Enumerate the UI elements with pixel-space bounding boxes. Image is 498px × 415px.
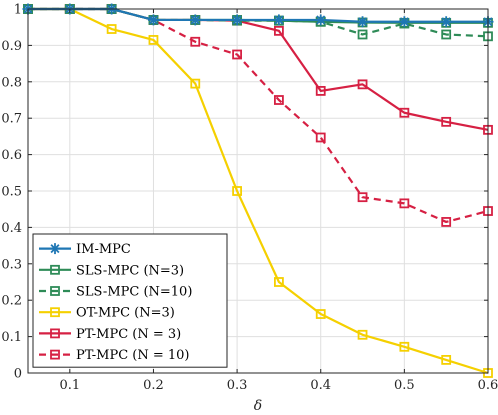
legend-swatch-marker [49,243,61,255]
series-line-ot-mpc-n-3 [28,7,489,375]
data-point-ot-mpc-n-3 [315,309,326,319]
data-point-im-mpc [231,14,243,26]
data-point-ot-mpc-n-3 [441,354,452,365]
legend: IM-MPC SLS-MPC (N=3) SLS-MPC (N=10) OT-MPC … [32,233,228,368]
legend-label: SLS-MPC (N=10) [76,285,192,300]
legend-label: PT-MPC (N = 3) [76,327,181,342]
legend-swatch-marker [50,286,60,296]
data-point-pt-mpc-n-10 [315,132,326,143]
data-point-pt-mpc-n-3 [441,116,452,127]
y-tick-label: 0 [14,367,22,382]
data-point-ot-mpc-n-3 [357,329,368,340]
x-tick-label: 0.2 [143,378,164,393]
data-point-pt-mpc-n-10 [399,198,410,209]
y-tick-label: 0.5 [1,185,22,200]
x-tick-label: 0.6 [478,378,498,393]
data-point-sls-mpc-n-10 [357,29,368,40]
legend-label: SLS-MPC (N=3) [76,263,184,278]
y-tick-label: 0.6 [1,148,22,163]
x-tick-label: 0.5 [394,378,415,393]
axis-ticks: 0.1 0.2 0.3 0.4 0.5 0.6 0 0.1 0.2 0.3 0.4 0.5 0.6 0.7… [1,3,498,394]
y-tick-label: 0.8 [1,75,22,90]
x-tick-label: 0.4 [310,378,331,393]
data-point-pt-mpc-n-10 [232,49,242,60]
data-point-im-mpc [398,16,410,28]
data-point-pt-mpc-n-3 [357,79,368,90]
data-point-ot-mpc-n-3 [190,78,201,89]
data-point-im-mpc [357,16,369,28]
y-tick-label: 0.9 [1,39,22,54]
series-ot-mpc-n-3 [23,4,493,378]
legend-entry-pt-mpc-n-10: PT-MPC (N = 10) [39,348,190,363]
data-point-im-mpc [273,14,285,26]
legend-entry-ot-mpc-n-3: OT-MPC (N=3) [39,306,175,321]
legend-swatch-marker [50,264,60,275]
legend-entry-pt-mpc-n-3: PT-MPC (N = 3) [39,327,181,342]
data-point-pt-mpc-n-3 [399,107,410,118]
legend-swatch-marker [50,328,60,339]
data-point-pt-mpc-n-10 [441,217,452,227]
legend-label: OT-MPC (N=3) [76,306,175,321]
y-tick-label: 0.1 [1,330,22,345]
data-point-pt-mpc-n-3 [274,25,284,36]
legend-swatch-marker [50,349,60,360]
data-point-pt-mpc-n-10 [357,192,368,203]
legend-entry-sls-mpc-n-3: SLS-MPC (N=3) [39,263,184,278]
legend-swatch-marker [50,307,60,318]
legend-label: PT-MPC (N = 10) [76,348,190,363]
x-axis-label: δ [254,398,262,414]
data-point-ot-mpc-n-3 [274,277,284,287]
y-tick-label: 0.7 [1,112,22,127]
legend-label: IM-MPC [76,242,131,257]
data-point-im-mpc [147,14,159,26]
y-tick-label: 1 [14,3,22,18]
y-tick-label: 0.2 [1,294,22,309]
data-point-pt-mpc-n-3 [315,86,326,96]
x-tick-label: 0.3 [227,378,248,393]
legend-box [32,233,228,368]
series-layer [22,3,494,378]
y-tick-label: 0.4 [1,221,22,236]
data-point-im-mpc [315,14,327,26]
series-pt-mpc-n-3 [23,4,493,135]
data-point-ot-mpc-n-3 [148,35,159,45]
data-point-ot-mpc-n-3 [106,24,117,34]
data-point-im-mpc [189,14,201,26]
data-point-im-mpc [440,16,452,28]
legend-entry-sls-mpc-n-10: SLS-MPC (N=10) [39,285,192,300]
x-tick-label: 0.1 [59,378,80,393]
data-point-ot-mpc-n-3 [399,341,410,352]
data-point-sls-mpc-n-10 [441,29,452,40]
legend-entry-im-mpc: IM-MPC [39,242,131,257]
series-line-im-mpc [28,7,488,23]
data-point-ot-mpc-n-3 [232,186,242,196]
y-tick-label: 0.3 [1,257,22,272]
data-point-pt-mpc-n-10 [274,95,284,105]
data-point-pt-mpc-n-10 [190,36,201,47]
